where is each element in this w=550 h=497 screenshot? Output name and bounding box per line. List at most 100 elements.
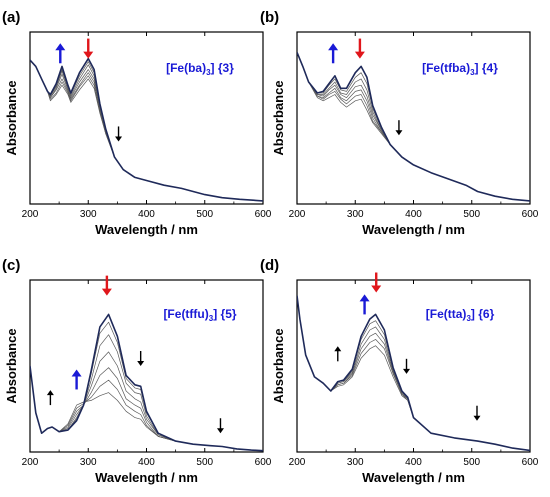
y-axis-label: Absorbance [271,328,286,403]
x-tick-label: 600 [255,209,272,220]
spectra-group [297,51,530,202]
arrow-head [46,390,54,396]
x-axis-label: Wavelength / nm [362,470,465,485]
arrow-head [371,285,382,293]
spectrum-line [30,351,263,452]
x-tick-label: 200 [22,209,39,220]
compound-title: [Fe(tfba)3] {4} [422,61,498,77]
x-tick-label: 200 [289,457,306,468]
x-tick-label: 400 [138,457,155,468]
arrow-head [115,136,123,142]
up-arrow-icon [359,294,370,315]
x-tick-label: 600 [522,457,539,468]
arrow-head [216,428,224,434]
down-arrow-icon [354,38,365,59]
spectrum-line [297,295,530,451]
compound-title-tail: ] {4} [475,61,499,75]
x-tick-label: 400 [405,457,422,468]
compound-title-main: [Fe(tfba) [422,61,470,75]
arrow-head [334,346,342,352]
arrow-head [55,43,66,51]
y-axis-label: Absorbance [271,80,286,155]
arrow-head [354,51,365,59]
spectra-group [30,57,263,202]
spectra-group [30,313,263,452]
compound-title: [Fe(tta)3] {6} [426,307,495,323]
x-tick-label: 400 [138,209,155,220]
x-tick-label: 500 [196,457,213,468]
down-arrow-icon [115,126,123,142]
compound-title-main: [Fe(ba) [166,61,206,75]
down-arrow-icon [101,275,112,296]
x-axis-label: Wavelength / nm [362,222,465,237]
up-arrow-icon [334,346,342,362]
x-tick-label: 500 [463,209,480,220]
arrow-head [328,43,339,51]
arrow-head [473,415,481,421]
x-tick-label: 300 [80,457,97,468]
x-tick-label: 300 [347,209,364,220]
compound-title-subscript: 3 [209,314,214,323]
arrow-head [403,368,411,374]
x-tick-label: 400 [405,209,422,220]
spectrum-line [30,334,263,452]
x-tick-label: 600 [255,457,272,468]
arrow-head [83,51,94,59]
panel-label: (b) [260,9,279,26]
spectrum-line [297,51,530,202]
plot-frame [29,31,264,205]
compound-title: [Fe(tffu)3] {5} [163,307,236,323]
compound-title-subscript: 3 [466,314,471,323]
up-arrow-icon [71,369,82,390]
up-arrow-icon [55,43,66,64]
x-tick-label: 200 [289,209,306,220]
spectrum-line [297,295,530,451]
down-arrow-icon [83,38,94,59]
down-arrow-icon [371,272,382,293]
spectrum-line [297,295,530,452]
chart-panel-2: (b) 200 300 400 500 600 Wavelength / nm Absorba… [260,9,539,237]
arrow-head [395,130,403,136]
spectrum-line [297,295,530,451]
compound-title-main: [Fe(tffu) [163,307,208,321]
y-axis-label: Absorbance [4,328,19,403]
compound-title: [Fe(ba)3] {3} [166,61,234,77]
spectrum-line [30,313,263,452]
compound-title-subscript: 3 [206,68,211,77]
y-axis-label: Absorbance [4,80,19,155]
up-arrow-icon [46,390,54,406]
down-arrow-icon [473,405,481,421]
panel-label: (d) [260,257,279,274]
down-arrow-icon [395,120,403,136]
x-tick-label: 200 [22,457,39,468]
chart-panel-4: (d) 200 300 400 500 600 Wavelength / nm Absorba… [260,257,539,485]
down-arrow-icon [216,418,224,434]
down-arrow-icon [137,351,145,366]
spectrum-line [30,57,263,202]
arrow-head [359,294,370,302]
x-axis-label: Wavelength / nm [95,470,198,485]
arrow-head [101,288,112,296]
chart-panel-1: (a) 200 300 400 500 600 Wavelength / nm Absorba… [2,9,272,237]
compound-title-main: [Fe(tta) [426,307,467,321]
down-arrow-icon [403,358,411,374]
arrow-head [71,369,82,377]
x-tick-label: 300 [347,457,364,468]
spectra-group [297,295,530,452]
x-axis-label: Wavelength / nm [95,222,198,237]
compound-title-tail: ] {3} [211,61,235,75]
panel-label: (c) [2,257,20,274]
x-tick-label: 300 [80,209,97,220]
spectrum-line [297,295,530,451]
plot-frame [296,279,531,453]
spectrum-line [297,295,530,451]
chart-panel-3: (c) 200 300 400 500 600 Wavelength / nm Absorba… [2,257,272,485]
x-tick-label: 600 [522,209,539,220]
compound-title-tail: ] {5} [213,307,237,321]
x-tick-label: 500 [463,457,480,468]
compound-title-subscript: 3 [470,68,475,77]
panel-label: (a) [2,9,20,26]
x-tick-label: 500 [196,209,213,220]
compound-title-tail: ] {6} [471,307,495,321]
